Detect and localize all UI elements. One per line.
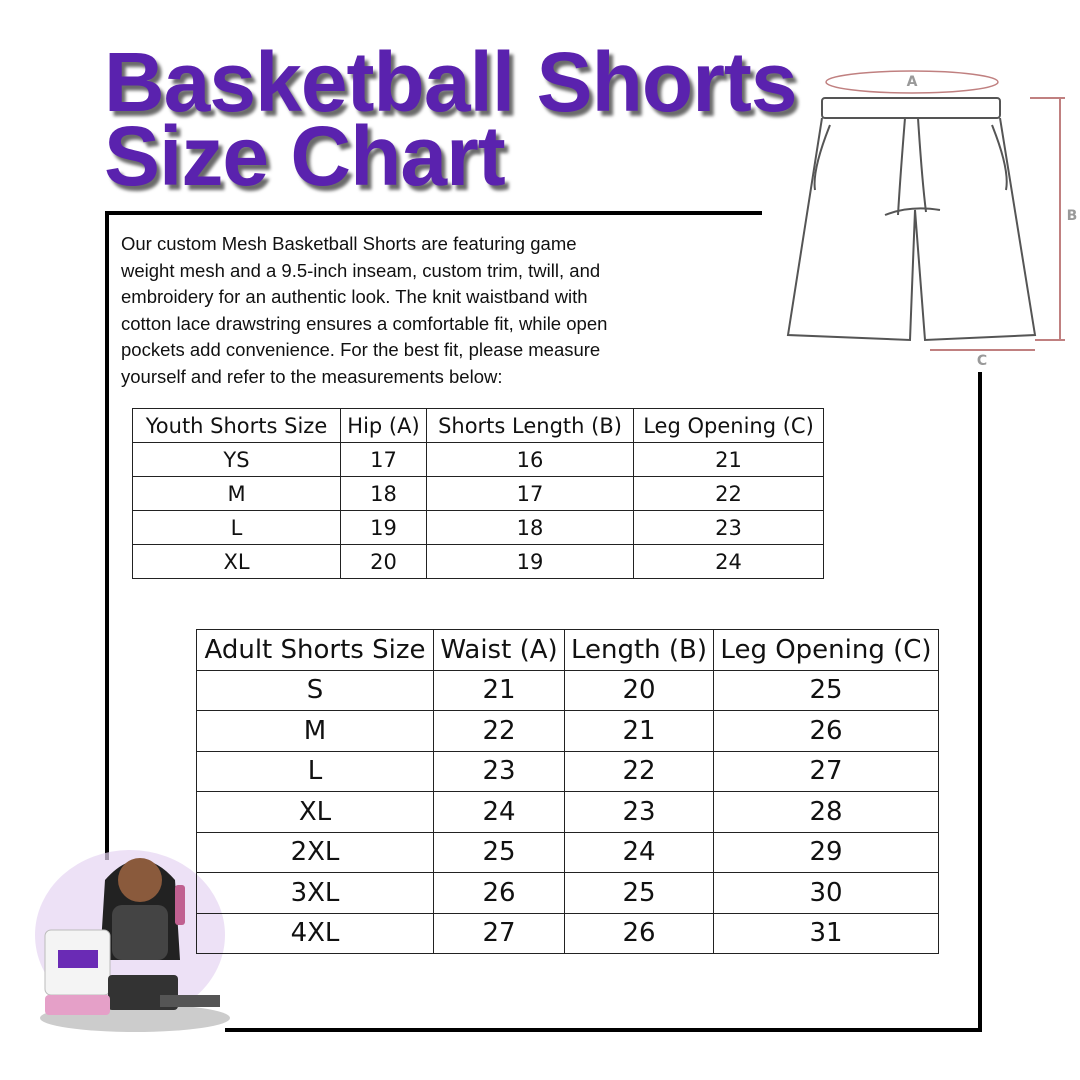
cell: 25 [433, 831, 565, 873]
row: L 23 22 27 [196, 750, 939, 792]
description-line: yourself and refer to the measurements b… [121, 365, 503, 387]
cell: 21 [433, 669, 565, 711]
cell: 24 [564, 831, 714, 873]
description: Our custom Mesh Basketball Shorts are fe… [121, 231, 607, 390]
cell: 24 [633, 544, 824, 579]
row: M 18 17 22 [132, 476, 824, 511]
cell: 18 [426, 510, 634, 545]
header-cell: Youth Shorts Size [132, 408, 341, 443]
cell: 19 [340, 510, 427, 545]
row: 4XL 27 26 31 [196, 912, 939, 954]
cell: 27 [713, 750, 939, 792]
description-line: cotton lace drawstring ensures a comfort… [121, 312, 608, 334]
cell: 25 [564, 872, 714, 914]
cell: 23 [564, 791, 714, 833]
cell: L [132, 510, 341, 545]
youth-size-table: Youth Shorts Size Hip (A) Shorts Length (B… [132, 408, 824, 579]
title: Size Chart [104, 109, 506, 203]
cell: S [196, 669, 434, 711]
cell: 26 [713, 710, 939, 752]
cell: L [196, 750, 434, 792]
row: M 22 21 26 [196, 710, 939, 752]
adult-size-table: Adult Shorts Size Waist (A) Length (B) Leg … [196, 629, 939, 954]
title: Basketball Shorts [104, 35, 798, 129]
avatar-illustration [35, 850, 230, 1032]
header-cell: Waist (A) [433, 629, 565, 671]
row: 3XL 26 25 30 [196, 872, 939, 914]
cell: 4XL [196, 912, 434, 954]
cell: XL [132, 544, 341, 579]
cell: 19 [426, 544, 634, 579]
cell: 27 [433, 912, 565, 954]
description-line: Our custom Mesh Basketball Shorts are fe… [121, 233, 577, 254]
row: XL 20 19 24 [132, 544, 824, 579]
row: XL 24 23 28 [196, 791, 939, 833]
header-cell: Leg Opening (C) [633, 408, 824, 443]
frame [105, 211, 982, 1032]
cell: 21 [564, 710, 714, 752]
shorts-diagram: A B C [786, 70, 1078, 369]
cell: 22 [633, 476, 824, 511]
cell: 16 [426, 442, 634, 477]
cell: 23 [633, 510, 824, 545]
cell: M [196, 710, 434, 752]
header-cell: Length (B) [564, 629, 714, 671]
header-cell: Adult Shorts Size [196, 629, 434, 671]
cell: 28 [713, 791, 939, 833]
cell: 17 [426, 476, 634, 511]
cell: 18 [340, 476, 427, 511]
cell: 17 [340, 442, 427, 477]
cell: 26 [564, 912, 714, 954]
diagram-label: B [1067, 208, 1078, 224]
cell: 3XL [196, 872, 434, 914]
cell: 20 [340, 544, 427, 579]
cell: YS [132, 442, 341, 477]
row: YS 17 16 21 [132, 442, 824, 477]
row: S 21 20 25 [196, 669, 939, 711]
cell: 31 [713, 912, 939, 954]
cell: 24 [433, 791, 565, 833]
header-cell: Shorts Length (B) [426, 408, 634, 443]
header-row: Youth Shorts Size Hip (A) Shorts Length (B… [132, 408, 824, 443]
cell: 25 [713, 669, 939, 711]
diagram-label: A [907, 74, 918, 90]
diagram-label: C [977, 353, 987, 369]
cell: M [132, 476, 341, 511]
header-cell: Leg Opening (C) [713, 629, 939, 671]
cell: 2XL [196, 831, 434, 873]
cell: 21 [633, 442, 824, 477]
description-line: weight mesh and a 9.5-inch inseam, custo… [121, 259, 601, 281]
cell: 23 [433, 750, 565, 792]
row: 2XL 25 24 29 [196, 831, 939, 873]
cell: 22 [433, 710, 565, 752]
cell: 30 [713, 872, 939, 914]
cell: 20 [564, 669, 714, 711]
row: L 19 18 23 [132, 510, 824, 545]
cell: 22 [564, 750, 714, 792]
cell: XL [196, 791, 434, 833]
description-line: embroidery for an authentic look. The kn… [121, 286, 588, 307]
description-line: pockets add convenience. For the best fi… [121, 339, 601, 360]
header-row: Adult Shorts Size Waist (A) Length (B) Leg … [196, 629, 939, 671]
header-cell: Hip (A) [340, 408, 427, 443]
cell: 29 [713, 831, 939, 873]
cell: 26 [433, 872, 565, 914]
